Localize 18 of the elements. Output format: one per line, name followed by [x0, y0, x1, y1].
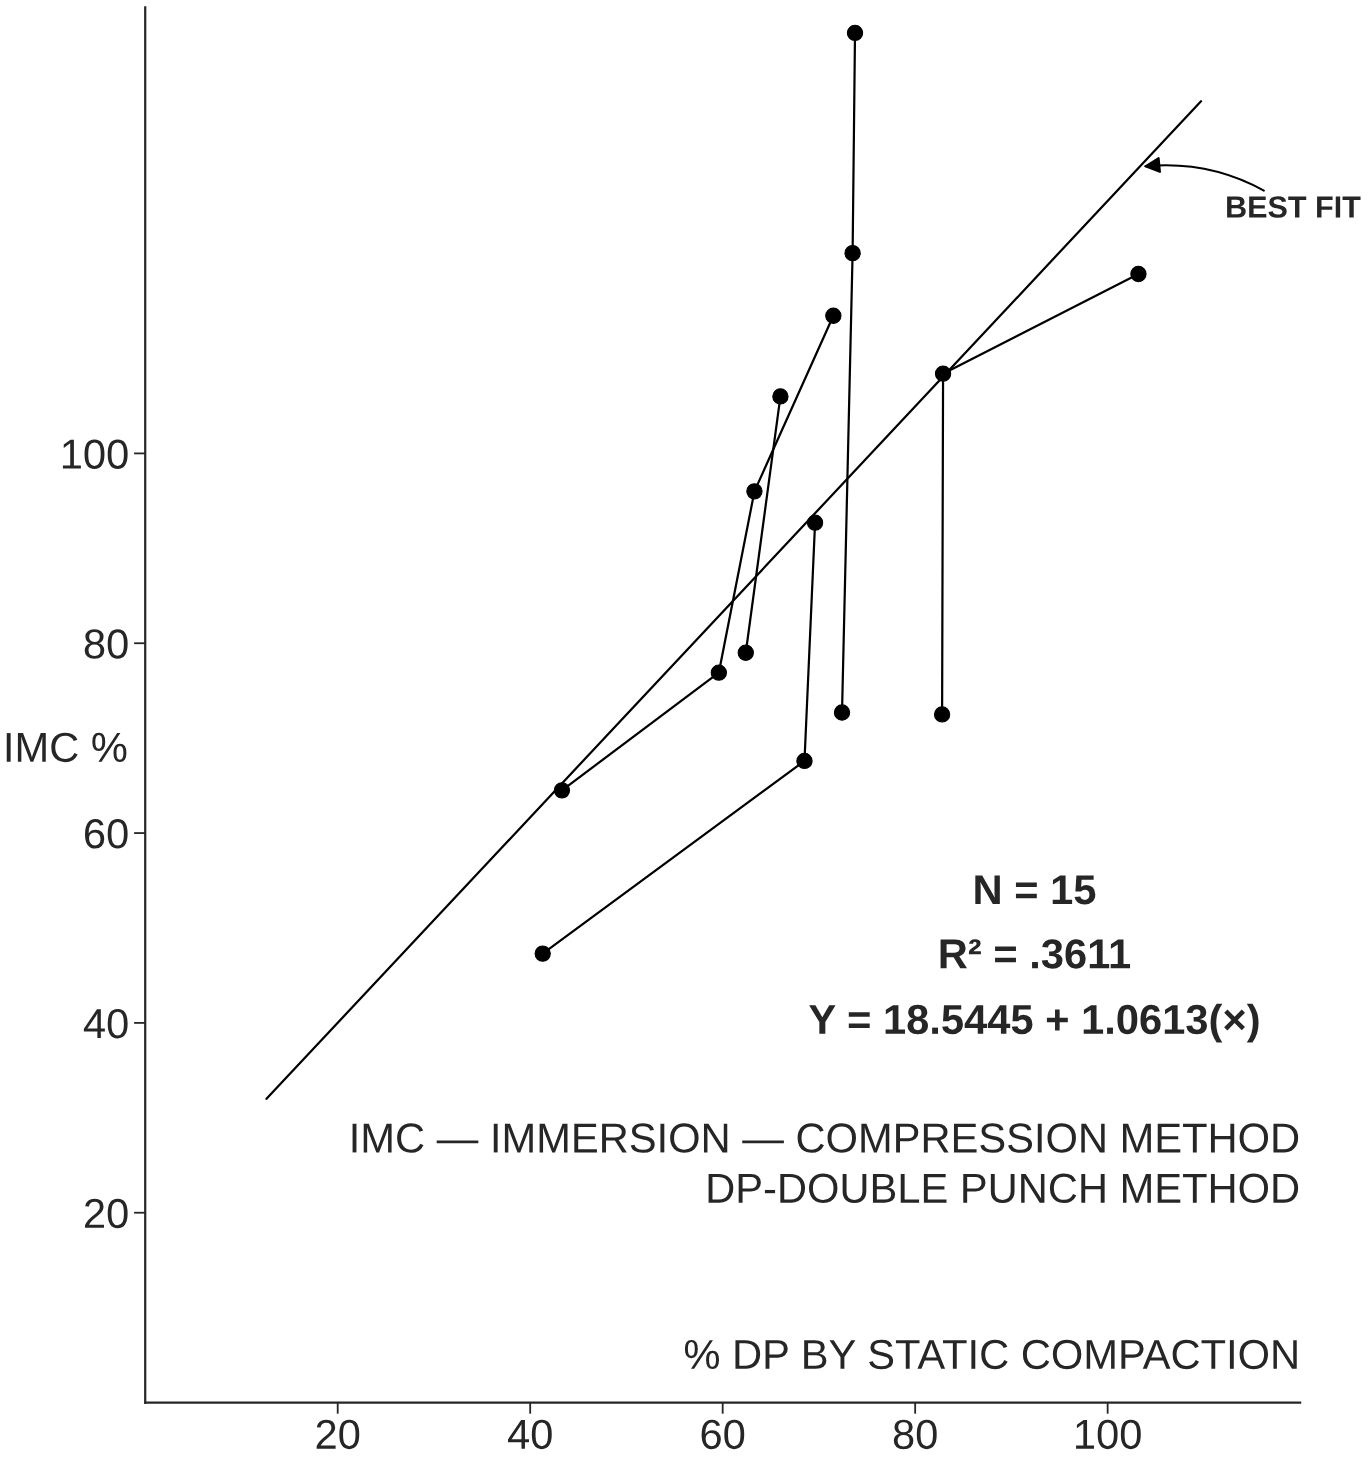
annotation: N = 15: [975, 875, 1096, 905]
annotation: R² = .3611: [940, 939, 1131, 969]
annotation: DP-DOUBLE PUNCH METHOD: [708, 1173, 1299, 1204]
x-tick-label: 80: [893, 1419, 937, 1450]
x-tick-label: 100: [1076, 1419, 1141, 1450]
annotation: Y = 18.5445 + 1.0613(×): [809, 1003, 1259, 1043]
y-tick-label: 80: [84, 629, 128, 659]
x-tick-label: 40: [507, 1419, 552, 1450]
annotation: BEST FIT: [1227, 196, 1361, 218]
annotation: IMC — IMMERSION — COMPRESSION METHOD: [352, 1123, 1299, 1153]
y-tick-label: 60: [85, 819, 128, 849]
x-tick-label: 20: [316, 1419, 360, 1450]
y-tick-label: 20: [85, 1198, 128, 1229]
y-tick-label: 100: [62, 439, 128, 469]
x-tick-label: 60: [701, 1419, 745, 1450]
y-tick-label: 40: [83, 1008, 128, 1039]
x-axis-title: % DP BY STATIC COMPACTION: [684, 1339, 1297, 1370]
y-axis-title: IMC %: [6, 732, 127, 763]
